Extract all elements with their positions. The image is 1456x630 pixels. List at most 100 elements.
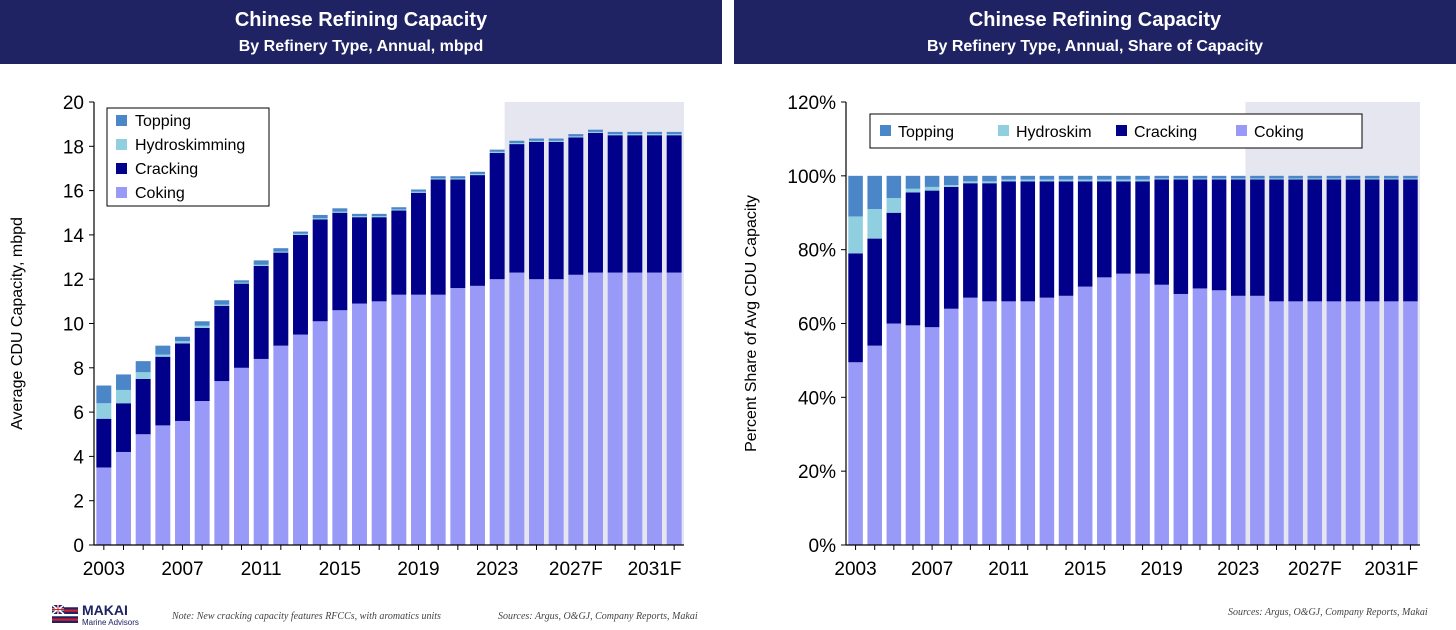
bar-coking-2008 (194, 401, 210, 545)
bar-topping-2017 (1116, 175, 1131, 180)
bar-cracking-2029 (1345, 179, 1361, 302)
bar-coking-2015 (332, 310, 348, 545)
legend-label-topping: Topping (135, 113, 191, 130)
bar-cracking-2004 (867, 238, 882, 346)
bar-coking-2013 (1039, 297, 1055, 545)
legend-label-hydroskim: Hydroskim (1016, 124, 1092, 141)
x-tick-label: 2027F (1288, 559, 1342, 580)
bar-coking-2007 (175, 420, 190, 545)
bar-topping-2029 (607, 131, 623, 135)
y-tick-label: 12 (63, 270, 84, 291)
bar-topping-2023 (1230, 175, 1246, 179)
bar-topping-2031 (1384, 175, 1399, 179)
bar-topping-2019 (1154, 175, 1169, 179)
bar-coking-2024 (1250, 295, 1265, 545)
bar-coking-2011 (253, 358, 269, 545)
bar-hydroskimming-2028 (588, 131, 603, 134)
bar-cracking-2007 (175, 343, 190, 421)
bar-cracking-2024 (1250, 179, 1265, 296)
bar-topping-2012 (1020, 175, 1036, 180)
bar-topping-2030 (627, 131, 643, 135)
bar-topping-2005 (135, 361, 151, 373)
bar-coking-2016 (1097, 277, 1112, 545)
bar-coking-2026 (1288, 301, 1303, 545)
bar-hydroskim-2027 (1307, 178, 1323, 180)
bar-cracking-2028 (1326, 179, 1342, 302)
bar-coking-2032 (666, 272, 682, 545)
bar-hydroskim-2016 (1097, 179, 1112, 182)
left-chart-panel: Chinese Refining Capacity By Refinery Ty… (0, 0, 722, 630)
bar-hydroskim-2020 (1173, 178, 1189, 180)
bar-coking-2007 (924, 327, 940, 545)
bar-cracking-2012 (273, 252, 289, 346)
bar-hydroskim-2029 (1345, 178, 1361, 180)
bar-cracking-2009 (214, 305, 230, 382)
bar-coking-2020 (430, 294, 446, 545)
right-chart-sources: Sources: Argus, O&GJ, Company Reports, M… (1228, 607, 1428, 618)
bar-hydroskim-2032 (1403, 178, 1418, 180)
bar-topping-2020 (430, 176, 446, 179)
bar-topping-2005 (886, 175, 902, 198)
bar-coking-2022 (470, 285, 485, 545)
bar-hydroskimming-2030 (627, 134, 643, 136)
bar-cracking-2018 (391, 210, 407, 295)
bar-hydroskimming-2012 (273, 251, 289, 253)
bar-hydroskimming-2017 (371, 216, 387, 218)
y-tick-label: 8 (73, 359, 84, 380)
bar-coking-2023 (1230, 295, 1246, 545)
x-tick-label: 2003 (834, 559, 876, 580)
bar-cracking-2020 (430, 179, 446, 295)
y-tick-label: 60% (798, 315, 836, 336)
bar-hydroskim-2025 (1269, 178, 1284, 180)
bar-cracking-2032 (1403, 179, 1418, 302)
bar-hydroskim-2005 (886, 197, 902, 213)
bar-topping-2025 (529, 138, 544, 141)
x-tick-label: 2007 (161, 559, 203, 580)
bar-hydroskimming-2008 (194, 325, 210, 328)
y-tick-label: 14 (63, 226, 85, 247)
bar-cracking-2032 (666, 135, 682, 273)
bar-cracking-2010 (234, 283, 249, 368)
bar-coking-2031 (1384, 301, 1399, 545)
bar-cracking-2022 (470, 175, 485, 286)
bar-cracking-2030 (627, 135, 643, 273)
bar-coking-2010 (234, 367, 249, 545)
bar-topping-2015 (332, 208, 348, 212)
bar-hydroskimming-2004 (116, 389, 131, 404)
bar-coking-2008 (943, 308, 959, 545)
capacity-mbpd-chart: 0 2 4 6 8 10 12 14 16 18 20 2003 2007 2011 2015 2019 202… (9, 93, 684, 580)
x-tick-label: 2015 (1064, 559, 1106, 580)
bar-cracking-2031 (647, 135, 662, 273)
y-tick-label: 40% (798, 388, 836, 409)
bar-topping-2019 (411, 189, 426, 192)
bar-topping-2018 (391, 207, 407, 210)
left-chart-title: Chinese Refining Capacity (234, 9, 488, 31)
bar-topping-2006 (905, 175, 921, 189)
bar-hydroskim-2028 (1326, 178, 1342, 180)
left-chart-sources: Sources: Argus, O&GJ, Company Reports, M… (498, 611, 698, 622)
bar-topping-2014 (312, 214, 328, 219)
bar-cracking-2025 (529, 141, 544, 280)
legend-swatch-hydroskim (998, 125, 1009, 136)
bar-hydroskimming-2021 (450, 178, 466, 180)
legend-label-cracking: Cracking (1134, 124, 1197, 141)
bar-cracking-2013 (293, 234, 308, 335)
bar-topping-2014 (1058, 175, 1074, 180)
bar-topping-2021 (450, 176, 466, 179)
bar-hydroskim-2003 (848, 216, 863, 254)
left-chart-subtitle: By Refinery Type, Annual, mbpd (238, 38, 484, 55)
bar-coking-2030 (627, 272, 643, 545)
bar-hydroskimming-2016 (352, 216, 367, 218)
bar-coking-2011 (1001, 301, 1016, 545)
legend-label-hydroskimming: Hydroskimming (135, 137, 245, 154)
legend-label-topping: Topping (898, 124, 954, 141)
bar-coking-2030 (1364, 301, 1380, 545)
bar-hydroskimming-2025 (529, 140, 544, 142)
y-tick-label: 4 (73, 447, 84, 468)
bar-cracking-2005 (886, 212, 902, 324)
bar-cracking-2009 (963, 183, 978, 298)
bar-coking-2016 (352, 303, 367, 545)
legend-label-coking: Coking (135, 185, 185, 202)
bar-coking-2015 (1077, 286, 1093, 545)
y-tick-label: 16 (63, 182, 84, 203)
